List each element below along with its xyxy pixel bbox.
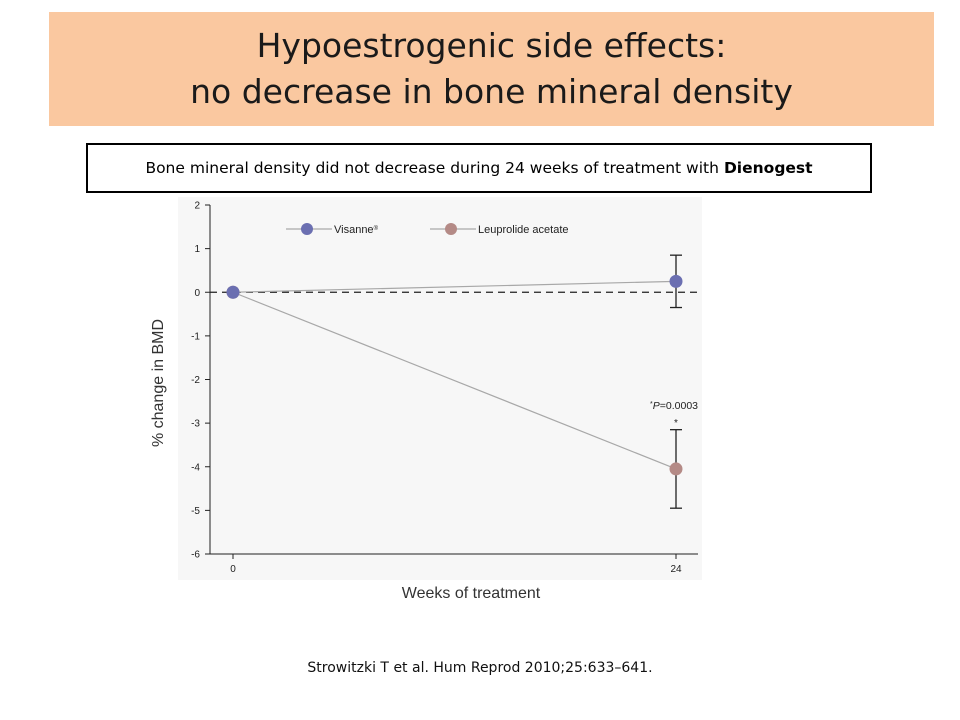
chart-panel: 2 1 0 -1 -2 -3 -4 -5 -6 0 24 Visanne® Leuprolide ac… — [178, 197, 702, 580]
significance-star: * — [674, 418, 678, 429]
x-axis-title: Weeks of treatment — [178, 585, 764, 603]
legend-marker — [445, 223, 457, 235]
citation: Strowitzki T et al. Hum Reprod 2010;25:6… — [0, 660, 960, 676]
y-axis-title-text: % change in BMD — [150, 319, 167, 447]
subtitle-text: Bone mineral density did not decrease du… — [145, 159, 719, 177]
subtitle-box: Bone mineral density did not decrease du… — [86, 143, 872, 193]
legend-label: Visanne® — [334, 224, 379, 236]
series-line-1 — [233, 292, 676, 469]
y-tick-label: 1 — [194, 244, 200, 255]
y-tick-label: -5 — [191, 506, 200, 517]
y-axis-title-svg: % change in BMD — [135, 197, 175, 597]
y-tick-label: -1 — [191, 331, 200, 342]
data-point — [670, 275, 683, 288]
title-line-2: no decrease in bone mineral density — [190, 69, 793, 115]
bmd-chart: 2 1 0 -1 -2 -3 -4 -5 -6 0 24 Visanne® Leuprolide ac… — [178, 197, 702, 580]
chart-lines — [210, 281, 698, 469]
chart-axes: 2 1 0 -1 -2 -3 -4 -5 -6 0 24 — [191, 201, 698, 576]
chart-annotations: *P=0.0003 * — [650, 400, 698, 429]
x-tick-label: 24 — [670, 564, 682, 575]
title-line-1: Hypoestrogenic side effects: — [257, 23, 727, 69]
chart-marks — [227, 255, 683, 508]
y-tick-label: 2 — [194, 201, 200, 212]
y-tick-label: -3 — [191, 419, 200, 430]
subtitle-drug-name: Dienogest — [724, 159, 813, 177]
chart-legend: Visanne® Leuprolide acetate — [286, 223, 569, 236]
y-tick-label: -4 — [191, 462, 200, 473]
legend-label: Leuprolide acetate — [478, 224, 569, 236]
title-band: Hypoestrogenic side effects: no decrease… — [49, 12, 934, 126]
y-tick-label: -6 — [191, 550, 200, 561]
x-tick-label: 0 — [230, 564, 236, 575]
p-value-annotation: *P=0.0003 — [650, 400, 698, 412]
legend-marker — [301, 223, 313, 235]
data-point — [670, 462, 683, 475]
series-line-0 — [233, 281, 676, 292]
y-tick-label: 0 — [194, 288, 200, 299]
y-tick-label: -2 — [191, 375, 200, 386]
data-point — [227, 286, 240, 299]
